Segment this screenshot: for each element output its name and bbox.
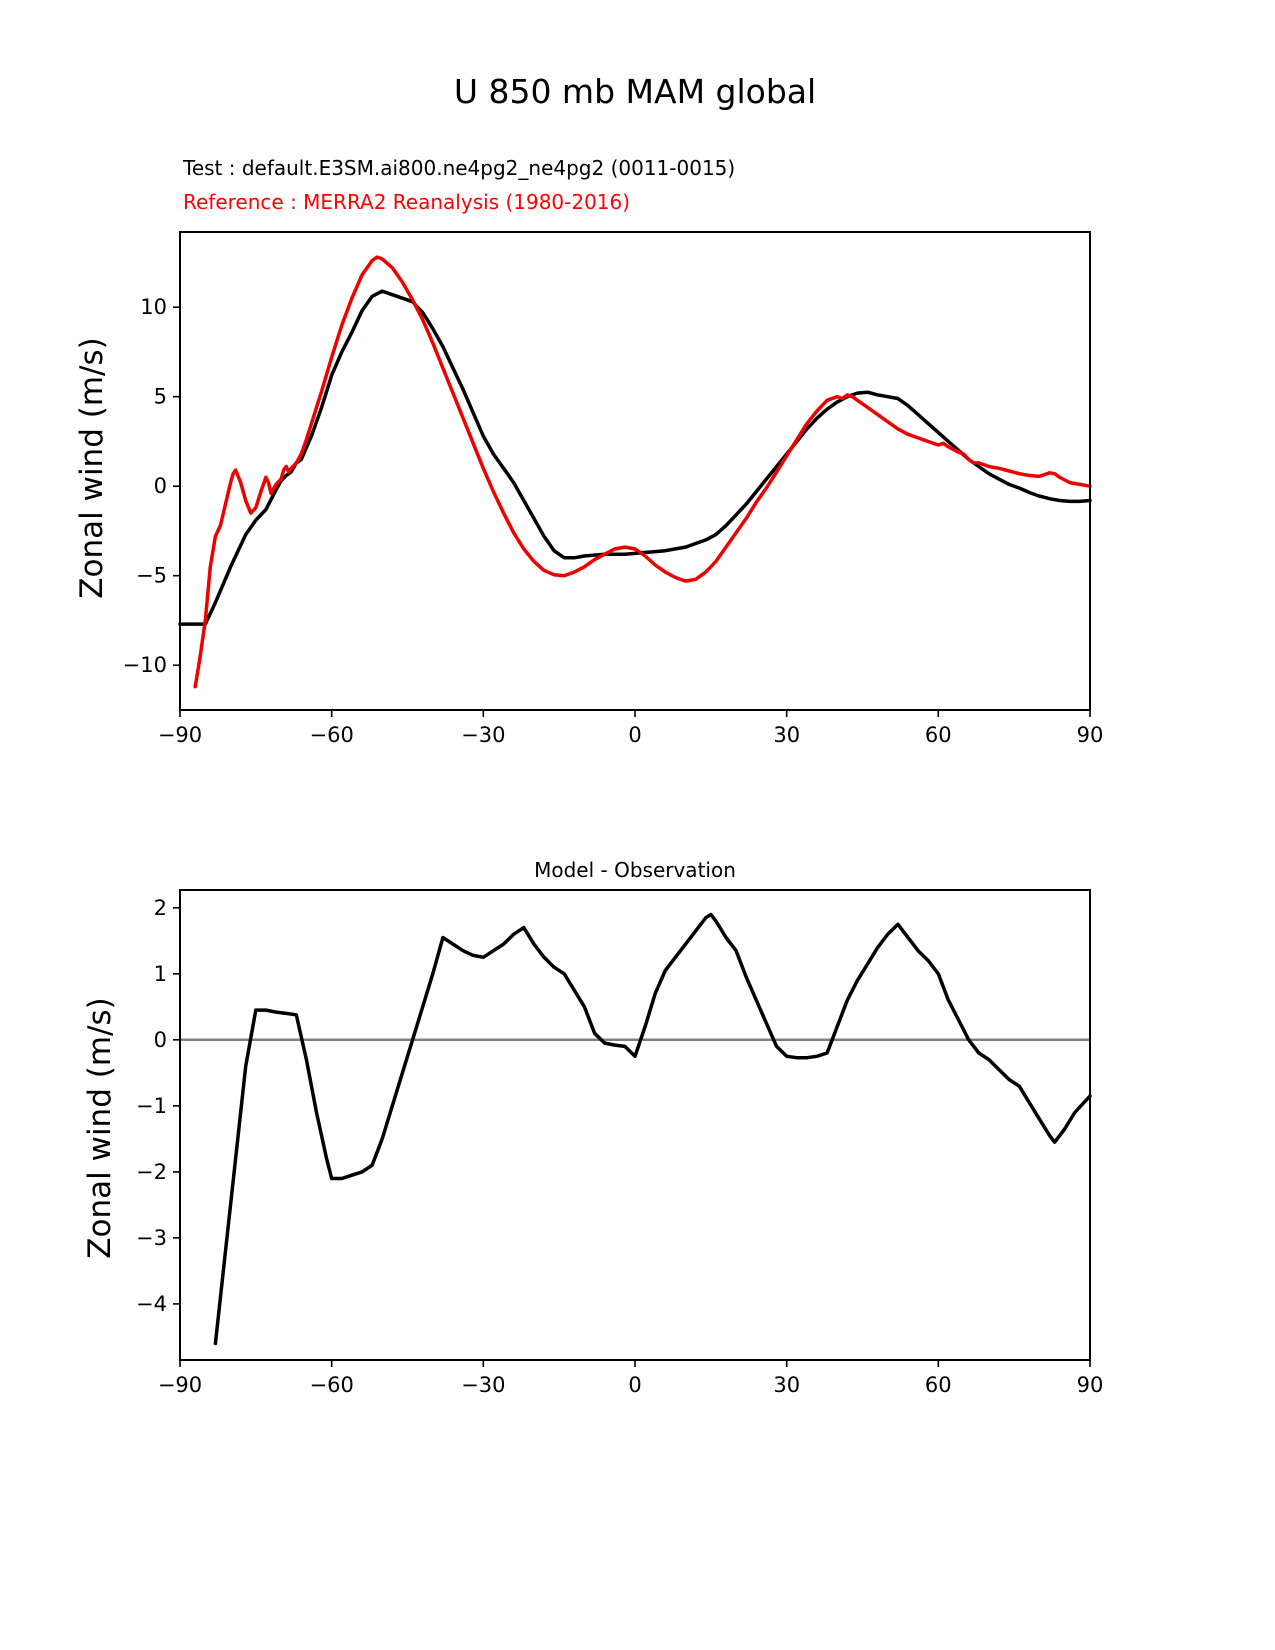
x-axis-tick-label: −90 bbox=[158, 1373, 202, 1397]
axes-frame bbox=[179, 231, 1091, 711]
y-axis-tick-label: 2 bbox=[154, 896, 167, 920]
x-axis-tick-label: 90 bbox=[1077, 1373, 1104, 1397]
bottom-chart: −90 −60 −30 0 30 60 90 −4 −3 −2 −1 0 1 2 bbox=[136, 889, 1104, 1397]
x-axis-tick-label: 30 bbox=[773, 1373, 800, 1397]
x-axis-tick-label: 0 bbox=[628, 1373, 641, 1397]
top-chart: −90 −60 −30 0 30 60 90 −10 −5 0 5 10 bbox=[123, 231, 1104, 747]
x-axis-tick-label: −60 bbox=[310, 723, 354, 747]
y-axis-tick-label: 10 bbox=[140, 295, 167, 319]
y-axis-tick-label: −3 bbox=[136, 1226, 167, 1250]
x-axis-tick-label: 90 bbox=[1077, 723, 1104, 747]
x-axis-tick-label: 60 bbox=[925, 723, 952, 747]
difference-chart-title: Model - Observation bbox=[534, 858, 736, 882]
test-run-label: Test : default.E3SM.ai800.ne4pg2_ne4pg2 … bbox=[183, 156, 736, 180]
x-axis-tick-label: −60 bbox=[310, 1373, 354, 1397]
y-axis-tick-label: −10 bbox=[123, 653, 167, 677]
y-axis-tick-label: −4 bbox=[136, 1292, 167, 1316]
x-axis-tick-label: 30 bbox=[773, 723, 800, 747]
y-axis-tick-label: −1 bbox=[136, 1094, 167, 1118]
x-axis-tick-label: −30 bbox=[461, 1373, 505, 1397]
y-axis-tick-label: −5 bbox=[136, 564, 167, 588]
difference-series-line bbox=[213, 912, 1092, 1346]
test-series-line bbox=[178, 289, 1092, 626]
x-axis-tick-label: −90 bbox=[158, 723, 202, 747]
x-axis-tick-label: 60 bbox=[925, 1373, 952, 1397]
x-axis-tick-label: −30 bbox=[461, 723, 505, 747]
reference-series-line bbox=[193, 255, 1092, 689]
y-axis-tick-label: 0 bbox=[154, 1028, 167, 1052]
y-axis-tick-label: 0 bbox=[154, 474, 167, 498]
axes-frame bbox=[179, 889, 1091, 1361]
x-axis-tick-label: 0 bbox=[628, 723, 641, 747]
reference-run-label: Reference : MERRA2 Reanalysis (1980-2016… bbox=[183, 190, 631, 214]
y-axis-tick-label: 1 bbox=[154, 962, 167, 986]
y-axis-tick-label: 5 bbox=[154, 385, 167, 409]
y-axis-tick-label: −2 bbox=[136, 1160, 167, 1184]
figure-title: U 850 mb MAM global bbox=[453, 72, 817, 111]
